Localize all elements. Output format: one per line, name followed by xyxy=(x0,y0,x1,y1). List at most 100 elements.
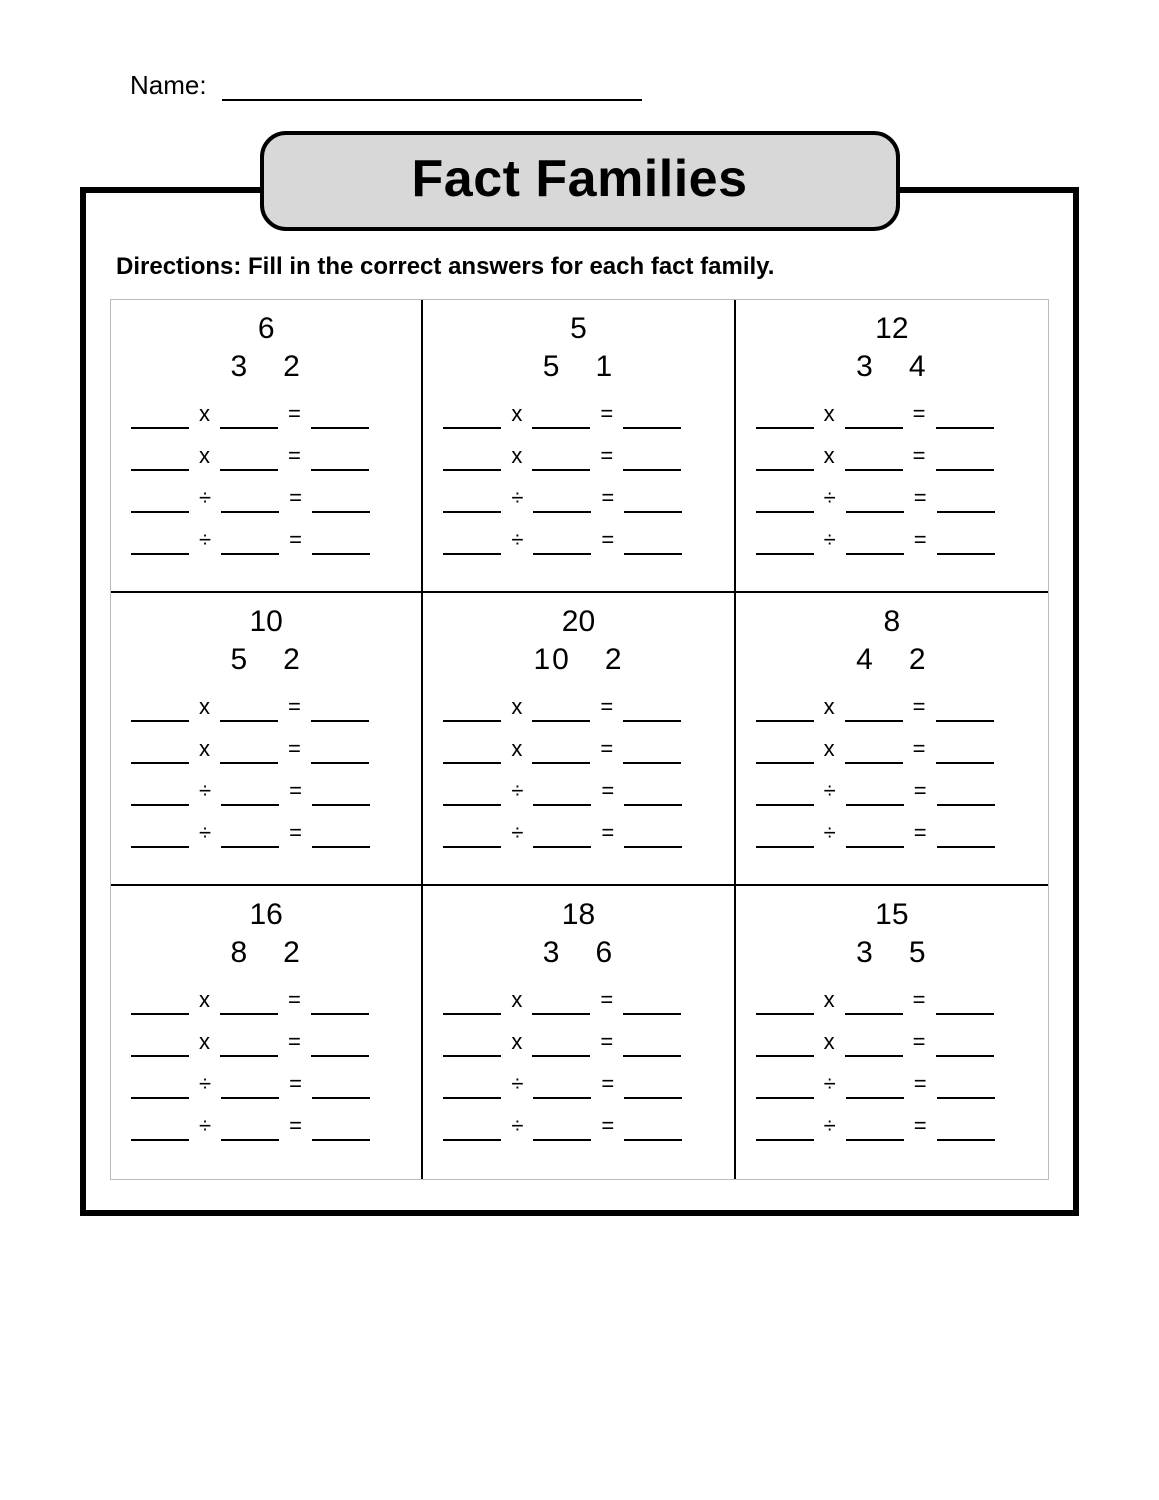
answer-blank[interactable] xyxy=(532,409,590,429)
answer-blank[interactable] xyxy=(624,493,682,513)
answer-blank[interactable] xyxy=(311,702,369,722)
answer-blank[interactable] xyxy=(756,828,814,848)
answer-blank[interactable] xyxy=(131,786,189,806)
answer-blank[interactable] xyxy=(623,744,681,764)
answer-blank[interactable] xyxy=(131,409,189,429)
answer-blank[interactable] xyxy=(221,1121,279,1141)
answer-blank[interactable] xyxy=(936,702,994,722)
answer-blank[interactable] xyxy=(443,744,501,764)
answer-blank[interactable] xyxy=(623,409,681,429)
answer-blank[interactable] xyxy=(846,1121,904,1141)
answer-blank[interactable] xyxy=(845,451,903,471)
answer-blank[interactable] xyxy=(845,744,903,764)
answer-blank[interactable] xyxy=(220,451,278,471)
answer-blank[interactable] xyxy=(937,1121,995,1141)
answer-blank[interactable] xyxy=(845,702,903,722)
name-blank-line[interactable] xyxy=(222,99,642,101)
answer-blank[interactable] xyxy=(443,702,501,722)
answer-blank[interactable] xyxy=(312,535,370,555)
answer-blank[interactable] xyxy=(937,828,995,848)
answer-blank[interactable] xyxy=(131,995,189,1015)
answer-blank[interactable] xyxy=(845,1037,903,1057)
answer-blank[interactable] xyxy=(221,828,279,848)
answer-blank[interactable] xyxy=(312,1079,370,1099)
answer-blank[interactable] xyxy=(131,535,189,555)
answer-blank[interactable] xyxy=(311,409,369,429)
answer-blank[interactable] xyxy=(936,451,994,471)
answer-blank[interactable] xyxy=(756,786,814,806)
answer-blank[interactable] xyxy=(221,1079,279,1099)
answer-blank[interactable] xyxy=(311,1037,369,1057)
answer-blank[interactable] xyxy=(846,828,904,848)
answer-blank[interactable] xyxy=(443,786,501,806)
answer-blank[interactable] xyxy=(311,744,369,764)
answer-blank[interactable] xyxy=(131,493,189,513)
answer-blank[interactable] xyxy=(220,409,278,429)
answer-blank[interactable] xyxy=(937,786,995,806)
answer-blank[interactable] xyxy=(756,1037,814,1057)
answer-blank[interactable] xyxy=(131,451,189,471)
answer-blank[interactable] xyxy=(623,702,681,722)
answer-blank[interactable] xyxy=(312,493,370,513)
answer-blank[interactable] xyxy=(846,493,904,513)
answer-blank[interactable] xyxy=(131,1079,189,1099)
answer-blank[interactable] xyxy=(311,995,369,1015)
answer-blank[interactable] xyxy=(532,995,590,1015)
answer-blank[interactable] xyxy=(532,702,590,722)
answer-blank[interactable] xyxy=(937,1079,995,1099)
answer-blank[interactable] xyxy=(623,995,681,1015)
answer-blank[interactable] xyxy=(532,451,590,471)
answer-blank[interactable] xyxy=(533,493,591,513)
answer-blank[interactable] xyxy=(443,1079,501,1099)
answer-blank[interactable] xyxy=(220,744,278,764)
answer-blank[interactable] xyxy=(312,786,370,806)
answer-blank[interactable] xyxy=(131,744,189,764)
answer-blank[interactable] xyxy=(936,995,994,1015)
answer-blank[interactable] xyxy=(221,535,279,555)
answer-blank[interactable] xyxy=(443,1121,501,1141)
answer-blank[interactable] xyxy=(623,451,681,471)
answer-blank[interactable] xyxy=(623,1037,681,1057)
answer-blank[interactable] xyxy=(312,1121,370,1141)
answer-blank[interactable] xyxy=(756,451,814,471)
answer-blank[interactable] xyxy=(533,1121,591,1141)
answer-blank[interactable] xyxy=(846,1079,904,1099)
answer-blank[interactable] xyxy=(846,786,904,806)
answer-blank[interactable] xyxy=(756,535,814,555)
answer-blank[interactable] xyxy=(756,493,814,513)
answer-blank[interactable] xyxy=(443,828,501,848)
answer-blank[interactable] xyxy=(131,702,189,722)
answer-blank[interactable] xyxy=(533,786,591,806)
answer-blank[interactable] xyxy=(533,535,591,555)
answer-blank[interactable] xyxy=(221,493,279,513)
answer-blank[interactable] xyxy=(624,828,682,848)
answer-blank[interactable] xyxy=(937,535,995,555)
answer-blank[interactable] xyxy=(221,786,279,806)
answer-blank[interactable] xyxy=(756,702,814,722)
answer-blank[interactable] xyxy=(220,702,278,722)
answer-blank[interactable] xyxy=(936,1037,994,1057)
answer-blank[interactable] xyxy=(443,493,501,513)
answer-blank[interactable] xyxy=(624,1079,682,1099)
answer-blank[interactable] xyxy=(220,995,278,1015)
answer-blank[interactable] xyxy=(756,995,814,1015)
answer-blank[interactable] xyxy=(443,1037,501,1057)
answer-blank[interactable] xyxy=(756,1121,814,1141)
answer-blank[interactable] xyxy=(131,828,189,848)
answer-blank[interactable] xyxy=(756,1079,814,1099)
answer-blank[interactable] xyxy=(533,828,591,848)
answer-blank[interactable] xyxy=(936,409,994,429)
answer-blank[interactable] xyxy=(845,409,903,429)
answer-blank[interactable] xyxy=(624,786,682,806)
answer-blank[interactable] xyxy=(532,744,590,764)
answer-blank[interactable] xyxy=(756,744,814,764)
answer-blank[interactable] xyxy=(846,535,904,555)
answer-blank[interactable] xyxy=(443,535,501,555)
answer-blank[interactable] xyxy=(532,1037,590,1057)
answer-blank[interactable] xyxy=(443,409,501,429)
answer-blank[interactable] xyxy=(131,1121,189,1141)
answer-blank[interactable] xyxy=(624,535,682,555)
answer-blank[interactable] xyxy=(756,409,814,429)
answer-blank[interactable] xyxy=(312,828,370,848)
answer-blank[interactable] xyxy=(443,451,501,471)
